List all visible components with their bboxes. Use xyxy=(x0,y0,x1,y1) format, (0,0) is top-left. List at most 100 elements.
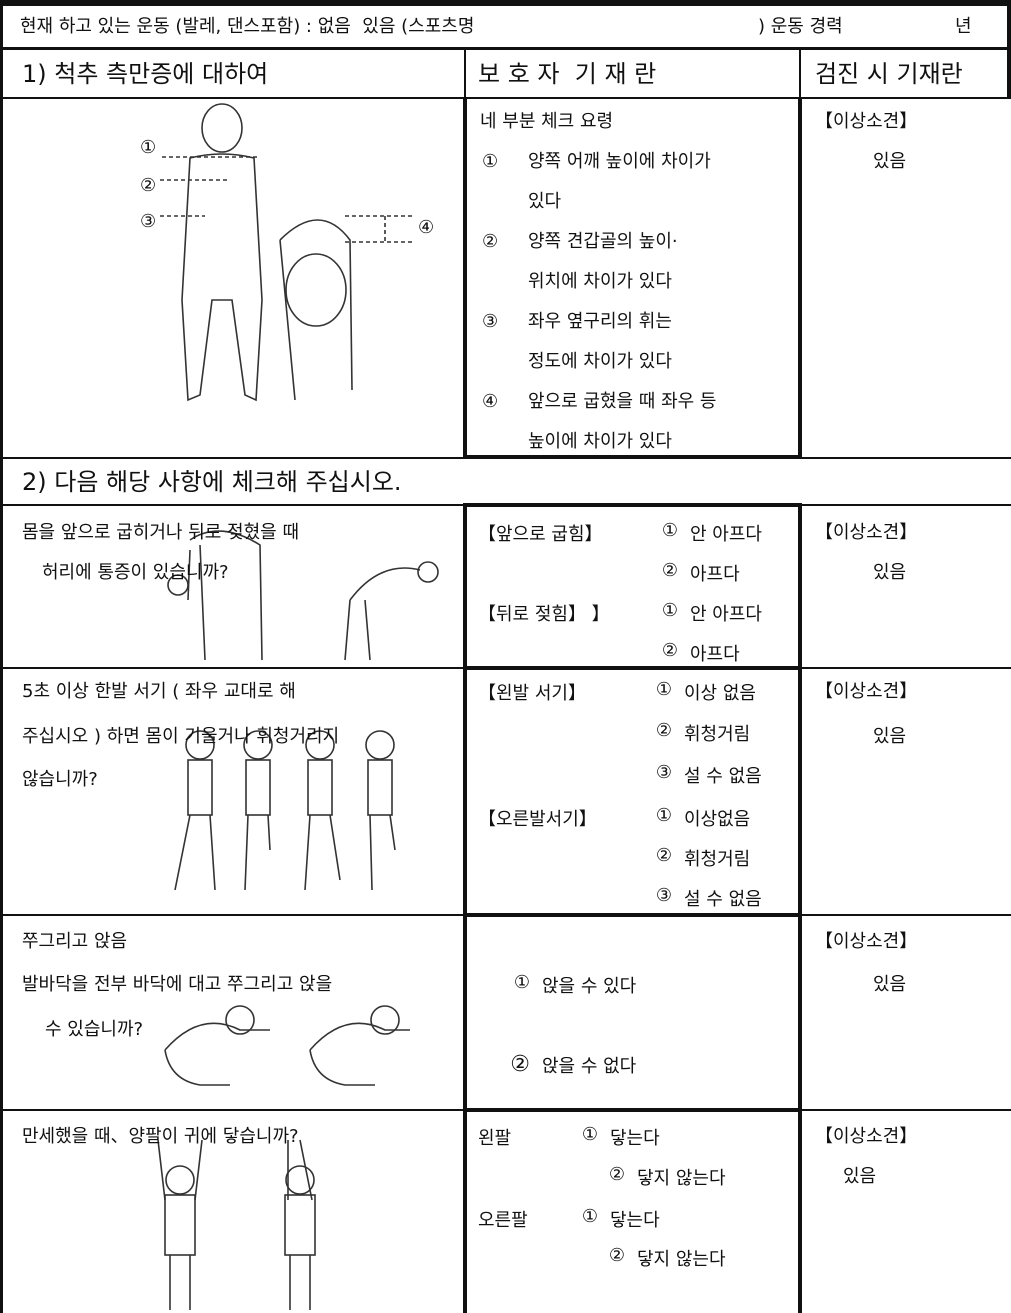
option-marker: ① xyxy=(655,805,672,826)
figure-label: ① xyxy=(140,137,157,158)
option-text: 닿지 않는다 xyxy=(637,1249,726,1270)
item-marker: ③ xyxy=(482,311,499,332)
finding-value: 있음 xyxy=(873,151,907,172)
rule xyxy=(0,0,1011,6)
option-text: 닿는다 xyxy=(610,1128,660,1149)
option-row: ② 아프다 xyxy=(478,640,740,666)
finding-label: 【이상소견】 xyxy=(815,522,918,543)
option-row: 【오른발서기】 ① 이상없음 xyxy=(478,805,750,831)
option-row: ② 휘청거림 xyxy=(478,720,750,746)
section-title: 2) 다음 해당 사항에 체크해 주십시오. xyxy=(22,468,402,496)
rule xyxy=(463,455,802,459)
column-header: 검진 시 기재란 xyxy=(815,60,963,88)
option-marker: ② xyxy=(655,845,672,866)
item-text: 높이에 차이가 있다 xyxy=(528,431,672,452)
option-label: 왼팔 xyxy=(478,1128,512,1149)
rule xyxy=(798,505,802,1313)
figure-label: ③ xyxy=(140,211,157,232)
option-row: ③ 설 수 없음 xyxy=(478,885,762,911)
question-text: 발바닥을 전부 바닥에 대고 쭈그리고 앉을 xyxy=(22,974,333,995)
option-text: 앉을 수 있다 xyxy=(542,976,637,997)
option-marker: ① xyxy=(661,520,678,541)
rule xyxy=(463,98,467,458)
option-text: 아프다 xyxy=(690,644,740,665)
option-label xyxy=(478,762,626,788)
finding-label: 【이상소견】 xyxy=(815,931,918,952)
column-header: 보 호 자 기 재 란 xyxy=(478,60,657,88)
option-marker: ① xyxy=(655,679,672,700)
item-text: 좌우 옆구리의 휘는 xyxy=(528,311,672,332)
option-text: 닿지 않는다 xyxy=(637,1168,726,1189)
item-marker: ④ xyxy=(482,391,499,412)
option-label: 【뒤로 젖힘】 】 xyxy=(478,604,610,625)
finding-value: 있음 xyxy=(843,1166,877,1187)
finding-label: 【이상소견】 xyxy=(815,111,918,132)
option-text: 이상없음 xyxy=(684,809,751,830)
question-text: 만세했을 때、양팔이 귀에 닿습니까? xyxy=(22,1126,299,1147)
option-marker: ① xyxy=(581,1124,598,1145)
rule xyxy=(798,98,802,458)
option-row: ② 휘청거림 xyxy=(478,845,750,871)
item-marker: ② xyxy=(482,231,499,252)
question-text: 주십시오 ) 하면 몸이 기울거나 휘청거리지 xyxy=(22,726,340,747)
item-text: 위치에 차이가 있다 xyxy=(528,271,672,292)
option-marker: ① xyxy=(661,600,678,621)
option-row: ② 닿지 않는다 xyxy=(478,1164,726,1190)
finding-label: 【이상소견】 xyxy=(815,681,918,702)
option-row: 왼팔 ① 닿는다 xyxy=(478,1124,660,1150)
option-text: 안 아프다 xyxy=(690,524,762,545)
option-row: ② 닿지 않는다 xyxy=(478,1245,726,1271)
item-text: 양쪽 어깨 높이에 차이가 xyxy=(528,151,711,172)
option-marker: ① xyxy=(581,1206,598,1227)
header-text: 년 xyxy=(955,16,972,37)
option-marker: ③ xyxy=(655,885,672,906)
option-row: ② 앉을 수 없다 xyxy=(482,1052,636,1078)
option-label: 【오른발서기】 xyxy=(478,809,597,830)
option-row: ② 아프다 xyxy=(478,560,740,586)
option-text: 휘청거림 xyxy=(684,849,751,870)
option-row: ① 앉을 수 있다 xyxy=(482,972,636,998)
rule xyxy=(463,666,802,670)
option-text: 휘청거림 xyxy=(684,724,751,745)
option-text: 설 수 없음 xyxy=(684,766,762,787)
option-row: 【앞으로 굽힘】 ① 안 아프다 xyxy=(478,520,762,546)
item-marker: ① xyxy=(482,151,499,172)
option-text: 이상 없음 xyxy=(684,683,756,704)
finding-label: 【이상소견】 xyxy=(815,1126,918,1147)
rule xyxy=(0,47,1011,50)
rule xyxy=(463,503,802,507)
rule xyxy=(463,913,802,917)
option-label xyxy=(478,845,626,871)
figure-label: ④ xyxy=(418,217,435,238)
option-marker: ② xyxy=(510,1052,530,1077)
section-title: 1) 척추 측만증에 대하여 xyxy=(22,60,269,88)
option-marker: ② xyxy=(655,720,672,741)
rule xyxy=(0,97,1011,99)
option-label: 【왼발 서기】 xyxy=(478,683,586,704)
rule xyxy=(799,48,801,98)
option-marker: ① xyxy=(513,972,530,993)
option-row: 【왼발 서기】 ① 이상 없음 xyxy=(478,679,756,705)
option-label xyxy=(478,640,638,666)
finding-value: 있음 xyxy=(873,562,907,583)
question-text: 허리에 통증이 있습니까? xyxy=(42,562,229,583)
option-row: 오른팔 ① 닿는다 xyxy=(478,1206,660,1232)
option-label xyxy=(478,1245,553,1271)
option-label xyxy=(478,560,638,586)
option-label: 【앞으로 굽힘】 xyxy=(478,524,603,545)
question-text: 5초 이상 한발 서기 ( 좌우 교대로 해 xyxy=(22,681,296,702)
item-text: 양쪽 견갑골의 높이· xyxy=(528,231,678,252)
item-text: 있다 xyxy=(528,191,562,212)
option-marker: ③ xyxy=(655,762,672,783)
option-text: 안 아프다 xyxy=(690,604,762,625)
rule xyxy=(463,505,467,1313)
option-row: ③ 설 수 없음 xyxy=(478,762,762,788)
header-text: 현재 하고 있는 운동 (발레, 댄스포함) : 없음 있음 (스포츠명 xyxy=(20,16,475,37)
option-label xyxy=(478,1164,553,1190)
finding-value: 있음 xyxy=(873,974,907,995)
rule xyxy=(464,48,466,98)
option-marker: ② xyxy=(608,1164,625,1185)
option-text: 설 수 없음 xyxy=(684,889,762,910)
